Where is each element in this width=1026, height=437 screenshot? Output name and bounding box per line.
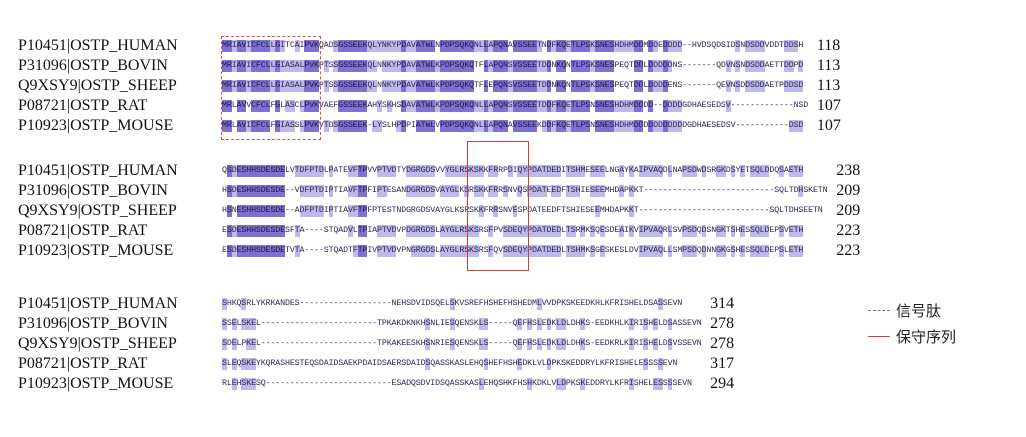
- residue-count: 223: [836, 242, 861, 259]
- accession-label: P10923|OSTP_MOUSE: [18, 117, 174, 134]
- alignment-row: P10923|OSTP_MOUSE ESDESHHSDESDETVTA----ST…: [0, 241, 1026, 261]
- alignment-row: P10451|OSTP_HUMAN MRIAVICFCLLGITCAIPVKQAD…: [0, 36, 1026, 56]
- accession-label: P10451|OSTP_HUMAN: [18, 162, 178, 179]
- legend-label: 信号肽: [896, 302, 942, 320]
- residue-count: 209: [836, 202, 861, 219]
- residue-count: 107: [816, 117, 841, 134]
- sequence-text: QSDESHHSDESDELVTDFPTDLPATEVFTPVVPTVDTYDG…: [222, 165, 804, 177]
- sequence-text: MRLAVICFCLFGIASSLPVKVTDSGSSEEK-LYSLHPDPI…: [222, 120, 804, 132]
- alignment-row: P08721|OSTP_RAT MRLAVVCFCLFGLASCLPVKVAEFG…: [0, 96, 1026, 116]
- accession-label: P10451|OSTP_HUMAN: [18, 295, 178, 312]
- accession-label: Q9XSY9|OSTP_SHEEP: [18, 77, 177, 94]
- alignment-row: P08721|OSTP_RAT ESDESHHSDESDESFTA----STQA…: [0, 221, 1026, 241]
- residue-count: 118: [816, 37, 841, 54]
- alignment-row: P08721|OSTP_RAT SLEQSKEYKQRASHESTEQSDAIDS…: [0, 354, 1026, 374]
- alignment-row: P31096|OSTP_BOVIN SSELSKEL---------------…: [0, 314, 1026, 334]
- sequence-text: HSNESHHSDESDE--ADFPTDIPTIAVFTPFPTESTNDGR…: [222, 205, 823, 217]
- sequence-text: SDELPKEL------------------------TPKAKEES…: [222, 338, 702, 350]
- sequence-text: MRLAVVCFCLFGLASCLPVKVAEFGSSEEKAHYSKHSDAV…: [222, 100, 809, 112]
- accession-label: P31096|OSTP_BOVIN: [18, 182, 168, 199]
- alignment-row: Q9XSY9|OSTP_SHEEP SDELPKEL---------------…: [0, 334, 1026, 354]
- accession-label: P08721|OSTP_RAT: [18, 97, 148, 114]
- accession-label: P08721|OSTP_RAT: [18, 355, 148, 372]
- accession-label: P31096|OSTP_BOVIN: [18, 315, 168, 332]
- alignment-row: P10923|OSTP_MOUSE MRLAVICFCLFGIASSLPVKVTD…: [0, 116, 1026, 136]
- accession-label: Q9XSY9|OSTP_SHEEP: [18, 202, 177, 219]
- residue-count: 107: [816, 97, 841, 114]
- legend-item-signal-peptide: 信号肽: [868, 300, 1018, 322]
- residue-count: 294: [710, 375, 735, 392]
- residue-count: 113: [816, 57, 841, 74]
- residue-count: 278: [710, 335, 735, 352]
- conserved-motif-box: [467, 141, 529, 271]
- sequence-text: HSDESHHSDESDE--VDFPTDIPTIAVFTPFIPTESANDG…: [222, 185, 828, 197]
- residue-count: 209: [836, 182, 861, 199]
- legend-item-conserved-sequence: 保守序列: [868, 326, 1018, 348]
- signal-peptide-box: [221, 36, 321, 140]
- alignment-row: P10923|OSTP_MOUSE RLEHSKESQ--------------…: [0, 374, 1026, 394]
- alignment-row: P31096|OSTP_BOVIN MRIAVICFCLLGIASALPVKPTS…: [0, 56, 1026, 76]
- accession-label: P10923|OSTP_MOUSE: [18, 242, 174, 259]
- legend-solid-line: [868, 336, 890, 337]
- residue-count: 314: [710, 295, 735, 312]
- sequence-text: ESDESHHSDESDESFTA----STQADVLTPIAPTVDVPDG…: [222, 225, 804, 237]
- accession-label: P31096|OSTP_BOVIN: [18, 57, 168, 74]
- accession-label: P08721|OSTP_RAT: [18, 222, 148, 239]
- sequence-text: SSELSKEL------------------------TPKAKDKN…: [222, 318, 702, 330]
- sequence-text: MRIAVICFCLLGIASALPVKPTSSGSSEEKQLNNKYPDAV…: [222, 80, 804, 92]
- sequence-text: RLEHSKESQ--------------------------ESADQ…: [222, 378, 692, 390]
- alignment-row: Q9XSY9|OSTP_SHEEP HSNESHHSDESDE--ADFPTDIP…: [0, 201, 1026, 221]
- residue-count: 317: [710, 355, 735, 372]
- residue-count: 238: [836, 162, 861, 179]
- sequence-text: SLEQSKEYKQRASHESTEQSDAIDSAEKPDAIDSAERSDA…: [222, 358, 678, 370]
- sequence-text: MRIAVICFCLLGITCAIPVKQADSGSSEEKQLYNKYPDAV…: [222, 40, 804, 52]
- sequence-text: SHKQSRLYKRKANDES-------------------NEHSD…: [222, 298, 683, 310]
- alignment-row: Q9XSY9|OSTP_SHEEP MRIAVICFCLLGIASALPVKPTS…: [0, 76, 1026, 96]
- sequence-text: ESDESHHSDESDETVTA----STQADTFTPIVPTVDVPNG…: [222, 245, 804, 257]
- residue-count: 113: [816, 77, 841, 94]
- legend: 信号肽 保守序列: [868, 300, 1018, 360]
- legend-dashed-line: [868, 310, 890, 311]
- alignment-row: P31096|OSTP_BOVIN HSDESHHSDESDE--VDFPTDIP…: [0, 181, 1026, 201]
- accession-label: P10923|OSTP_MOUSE: [18, 375, 174, 392]
- accession-label: Q9XSY9|OSTP_SHEEP: [18, 335, 177, 352]
- residue-count: 223: [836, 222, 861, 239]
- residue-count: 278: [710, 315, 735, 332]
- accession-label: P10451|OSTP_HUMAN: [18, 37, 178, 54]
- legend-label: 保守序列: [896, 328, 957, 346]
- alignment-row: P10451|OSTP_HUMAN QSDESHHSDESDELVTDFPTDLP…: [0, 161, 1026, 181]
- alignment-row: P10451|OSTP_HUMAN SHKQSRLYKRKANDES-------…: [0, 294, 1026, 314]
- sequence-text: MRIAVICFCLLGIASALPVKPTSSGSSEEKQLNNKYPDAV…: [222, 60, 804, 72]
